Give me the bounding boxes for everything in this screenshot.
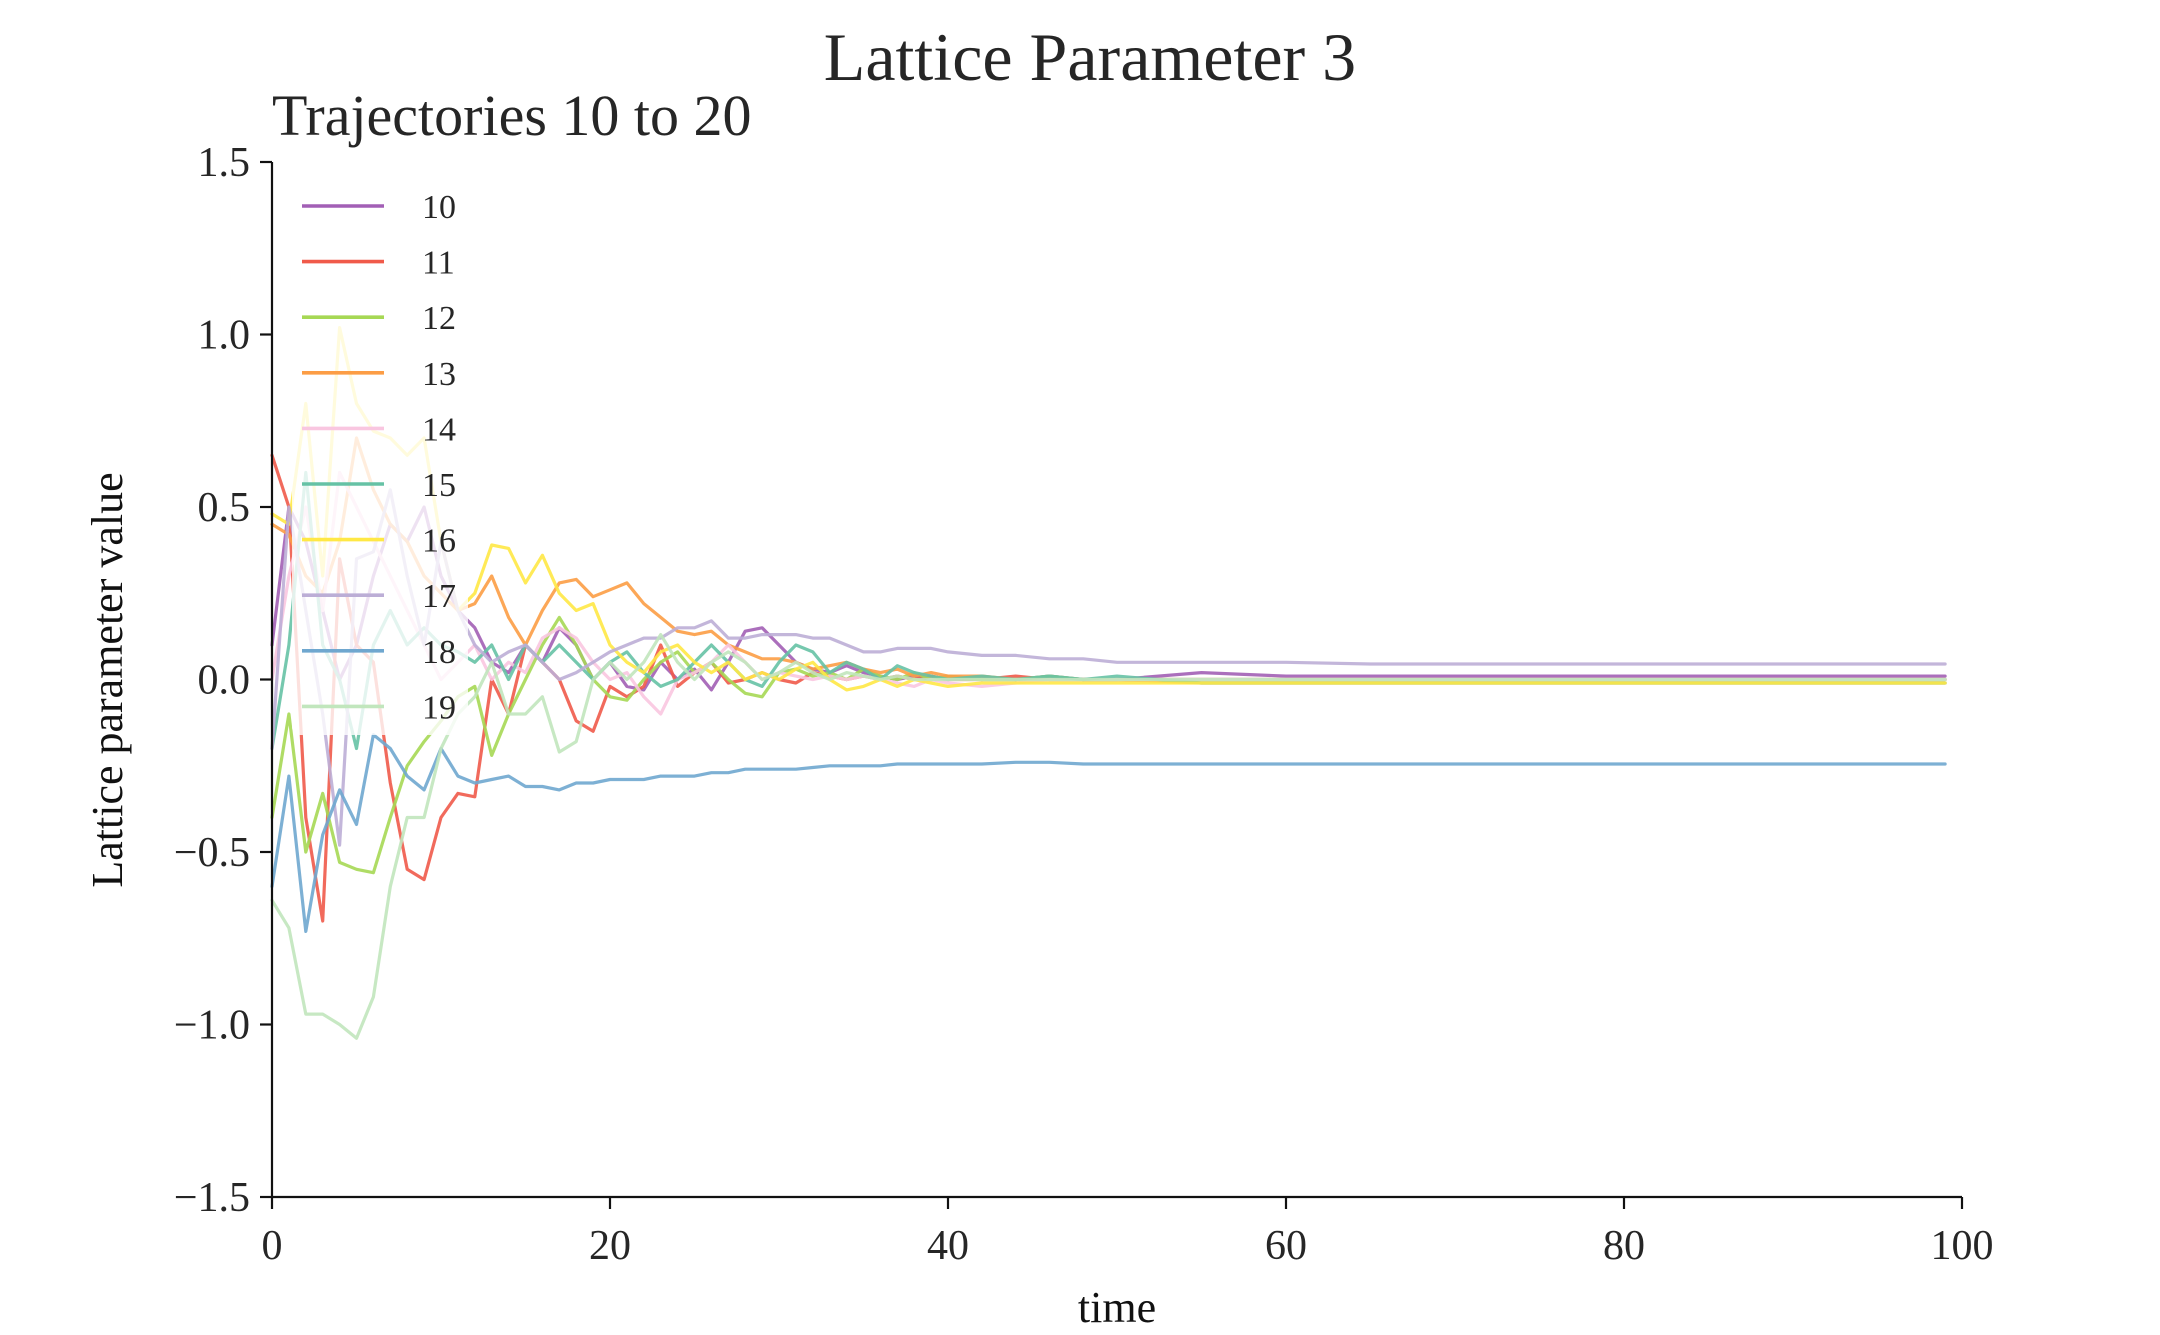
x-axis-ticks: 0 20 40 60 80 100: [262, 1197, 1994, 1269]
legend-item-12: 12: [302, 300, 456, 337]
series-line-18: [270, 733, 1947, 934]
x-tick-label: 100: [1931, 1223, 1994, 1269]
legend-label: 17: [422, 578, 456, 615]
legend-item-14: 14: [302, 411, 456, 448]
y-tick-label: 1.0: [198, 313, 251, 359]
series-line-19: [270, 632, 1947, 1040]
y-tick-label: 0.5: [198, 485, 251, 531]
legend-item-13: 13: [302, 356, 456, 393]
series-line-17: [270, 488, 1947, 847]
legend-item-11: 11: [302, 245, 455, 282]
legend-label: 11: [422, 245, 455, 282]
legend-item-16: 16: [302, 523, 456, 560]
y-axis-ticks: −1.5 −1.0 −0.5 0.0 0.5 1.0 1.5: [174, 140, 272, 1221]
y-tick-label: −1.5: [174, 1175, 250, 1221]
legend-item-17: 17: [302, 578, 456, 615]
series-line-15: [270, 470, 1947, 751]
x-tick-label: 20: [589, 1223, 631, 1269]
y-tick-label: −0.5: [174, 830, 250, 876]
x-tick-label: 60: [1265, 1223, 1307, 1269]
x-tick-label: 0: [262, 1223, 283, 1269]
legend-label: 10: [422, 189, 456, 226]
x-tick-label: 80: [1603, 1223, 1645, 1269]
y-tick-label: 0.0: [198, 658, 251, 704]
legend-item-10: 10: [302, 189, 456, 226]
legend-item-19: 19: [302, 689, 456, 726]
legend-label: 18: [422, 634, 456, 671]
legend-item-18: 18: [302, 634, 456, 671]
chart-title: Lattice Parameter 3: [824, 19, 1356, 95]
legend-label: 16: [422, 523, 456, 560]
y-axis-label: Lattice parameter value: [83, 472, 132, 887]
x-axis-label: time: [1078, 1283, 1156, 1332]
series-line-16: [270, 326, 1947, 692]
chart-subtitle: Trajectories 10 to 20: [272, 83, 752, 148]
series-lines: [270, 326, 1947, 1040]
y-tick-label: −1.0: [174, 1003, 250, 1049]
legend-item-15: 15: [302, 467, 456, 504]
y-tick-label: 1.5: [198, 140, 251, 186]
legend-label: 14: [422, 411, 456, 448]
legend-label: 19: [422, 689, 456, 726]
legend-label: 15: [422, 467, 456, 504]
legend: 10 11 12 13 14 15 16 17 18 19: [292, 182, 468, 735]
legend-label: 13: [422, 356, 456, 393]
legend-label: 12: [422, 300, 456, 337]
x-tick-label: 40: [927, 1223, 969, 1269]
